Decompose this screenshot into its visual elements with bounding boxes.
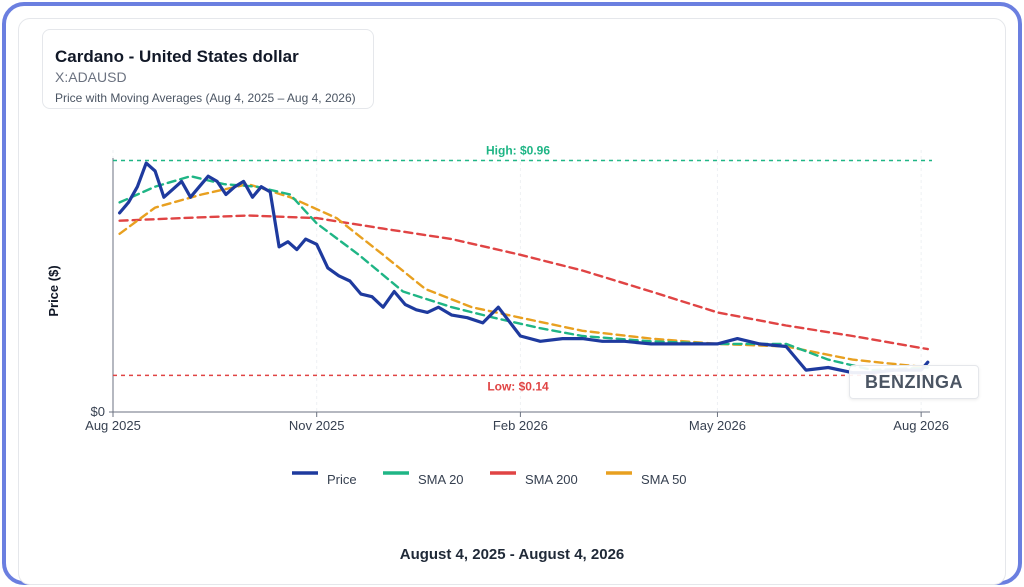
x-tick-label: May 2026: [689, 418, 746, 433]
title-box: [42, 29, 374, 109]
sma-200-legend-label: SMA 200: [525, 472, 578, 487]
date-range-caption: August 4, 2025 - August 4, 2026: [399, 546, 625, 563]
sma-20-legend-label: SMA 20: [418, 472, 464, 487]
chart-card: [18, 18, 1006, 585]
y-tick-label: $0: [91, 404, 105, 419]
high-reference-label: High: $0.96: [486, 143, 550, 157]
price-legend-label: Price: [327, 472, 357, 487]
x-tick-label: Aug 2025: [85, 418, 141, 433]
chart-subtitle: Price with Moving Averages (Aug 4, 2025 …: [55, 91, 356, 105]
low-reference-label: Low: $0.14: [487, 379, 549, 393]
watermark-logo-text: BENZINGA: [865, 371, 963, 392]
sma-50-series-line: [118, 182, 929, 369]
x-tick-label: Feb 2026: [493, 418, 548, 433]
x-tick-label: Aug 2026: [893, 418, 949, 433]
sma-20-series-line: [118, 174, 929, 372]
chart-title: Cardano - United States dollar: [55, 47, 299, 66]
price-series-line: [117, 161, 930, 375]
sma-50-legend-label: SMA 50: [641, 472, 687, 487]
benzinga-watermark: BENZINGA: [849, 365, 979, 399]
ticker-symbol: X:ADAUSD: [55, 69, 127, 85]
x-tick-label: Nov 2025: [289, 418, 345, 433]
sma-200-series-line: [118, 214, 929, 351]
y-axis-label: Price ($): [46, 265, 61, 316]
